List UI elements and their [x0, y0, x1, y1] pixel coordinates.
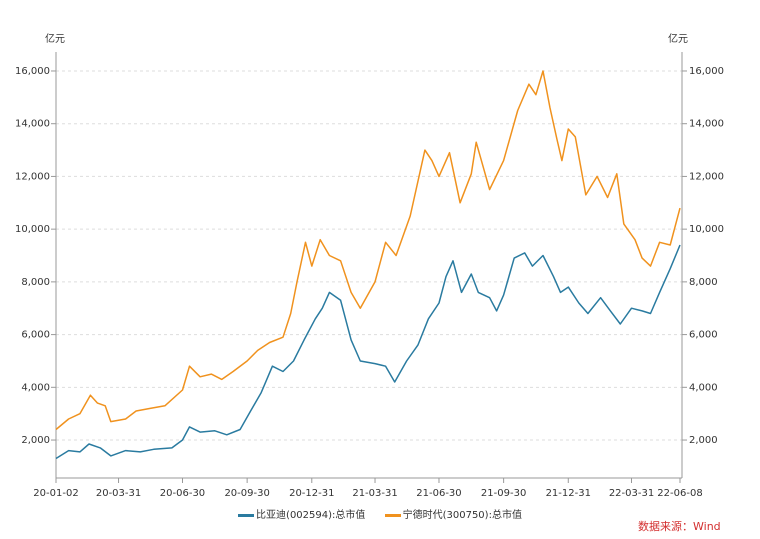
series-line-1 — [55, 70, 681, 431]
left-unit-label: 亿元 — [45, 32, 65, 45]
y-tick-label-left: 6,000 — [21, 330, 50, 341]
x-tick-label: 20-12-31 — [289, 488, 334, 499]
x-tick-label: 22-03-31 — [609, 488, 654, 499]
x-tick-label: 21-12-31 — [546, 488, 591, 499]
x-tick-label: 20-01-02 — [33, 488, 78, 499]
grid-lines — [56, 70, 682, 441]
y-tick-label-right: 2,000 — [689, 435, 718, 446]
y-tick-label-right: 8,000 — [689, 277, 718, 288]
y-tick-label-left: 10,000 — [15, 224, 50, 235]
legend-swatch — [238, 513, 255, 517]
y-tick-label-right: 10,000 — [689, 224, 724, 235]
y-tick-label-right: 14,000 — [689, 119, 724, 130]
y-tick-label-left: 8,000 — [21, 277, 50, 288]
y-tick-label-right: 16,000 — [689, 66, 724, 77]
x-tick-label: 20-06-30 — [160, 488, 205, 499]
y-tick-label-left: 16,000 — [15, 66, 50, 77]
x-tick-label: 20-03-31 — [96, 488, 141, 499]
x-tick-label: 22-06-08 — [657, 488, 702, 499]
y-tick-label-left: 2,000 — [21, 435, 50, 446]
x-tick-label: 21-03-31 — [352, 488, 397, 499]
legend-swatch — [384, 513, 401, 517]
y-tick-label-right: 6,000 — [689, 330, 718, 341]
series-line-0 — [55, 244, 681, 460]
legend-item-catl[interactable]: 宁德时代(300750):总市值 — [384, 510, 522, 521]
y-tick-label-left: 14,000 — [15, 119, 50, 130]
x-tick-label: 20-09-30 — [224, 488, 269, 499]
y-tick-label-left: 4,000 — [21, 382, 50, 393]
y-tick-label-left: 12,000 — [15, 171, 50, 182]
legend-item-byd[interactable]: 比亚迪(002594):总市值 — [238, 510, 365, 521]
x-tick-label: 21-06-30 — [416, 488, 461, 499]
legend: 比亚迪(002594):总市值 宁德时代(300750):总市值 — [0, 506, 760, 521]
x-tick-label: 21-09-30 — [481, 488, 526, 499]
right-unit-label: 亿元 — [668, 32, 688, 45]
data-source: 数据来源：Wind — [638, 520, 721, 533]
legend-label: 比亚迪(002594):总市值 — [256, 510, 366, 521]
y-tick-label-right: 12,000 — [689, 171, 724, 182]
y-tick-label-right: 4,000 — [689, 382, 718, 393]
legend-label: 宁德时代(300750):总市值 — [402, 510, 522, 521]
